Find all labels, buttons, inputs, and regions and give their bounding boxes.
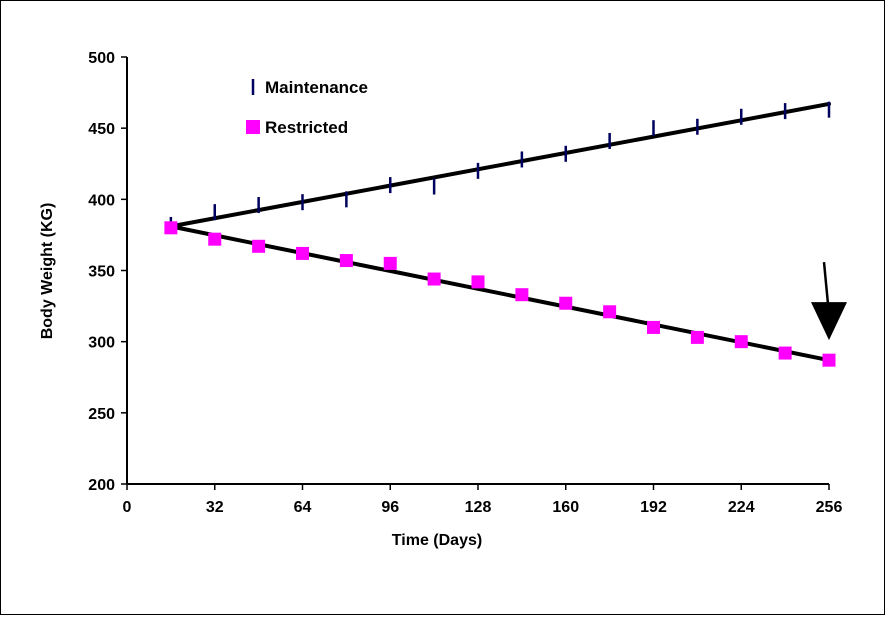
restricted-point [559, 296, 573, 310]
restricted-point [383, 256, 397, 270]
restricted-point [339, 254, 353, 268]
restricted-point [164, 221, 178, 235]
restricted-point [515, 288, 529, 302]
y-tick-label: 350 [88, 264, 115, 281]
restricted-point [690, 330, 704, 344]
legend-maintenance-label: Maintenance [265, 78, 368, 97]
legend: Maintenance Restricted [246, 78, 368, 137]
y-tick-label: 200 [88, 477, 115, 494]
axes: 200 250 300 350 400 450 500 0 32 64 96 128 160 192 224… [88, 50, 842, 516]
x-tick-label: 96 [381, 499, 399, 516]
maintenance-trendline [168, 101, 831, 229]
y-tick-label: 250 [88, 406, 115, 423]
x-tick-label: 0 [123, 499, 132, 516]
x-tick-label: 128 [465, 499, 492, 516]
x-tick-label: 64 [294, 499, 312, 516]
x-tick-label: 160 [552, 499, 579, 516]
restricted-point [296, 246, 309, 260]
annotation-arrow-head [811, 302, 847, 341]
restricted-point [252, 239, 266, 253]
legend-restricted-label: Restricted [265, 118, 348, 137]
y-tick-label: 450 [88, 121, 115, 138]
x-tick-label: 224 [728, 499, 755, 516]
annotation-arrow-shaft [822, 262, 830, 305]
trendlines [168, 101, 831, 363]
restricted-point [778, 346, 792, 360]
y-axis-label: Body Weight (KG) [39, 203, 56, 340]
x-tick-label: 256 [816, 499, 843, 516]
restricted-point [603, 305, 617, 319]
x-tick-label: 192 [640, 499, 667, 516]
restricted-point [647, 320, 660, 334]
restricted-point [822, 353, 836, 367]
data-points [164, 101, 836, 367]
legend-restricted-marker [246, 120, 260, 134]
x-tick-label: 32 [206, 499, 224, 516]
restricted-point [471, 275, 485, 289]
restricted-point [427, 272, 441, 286]
restricted-trendline [168, 224, 831, 363]
annotations [811, 262, 847, 341]
restricted-point [208, 232, 222, 246]
y-tick-label: 400 [88, 192, 115, 209]
y-tick-label: 300 [88, 335, 115, 352]
x-axis-label: Time (Days) [392, 532, 482, 549]
y-tick-label: 500 [88, 50, 115, 67]
restricted-point [734, 335, 748, 349]
